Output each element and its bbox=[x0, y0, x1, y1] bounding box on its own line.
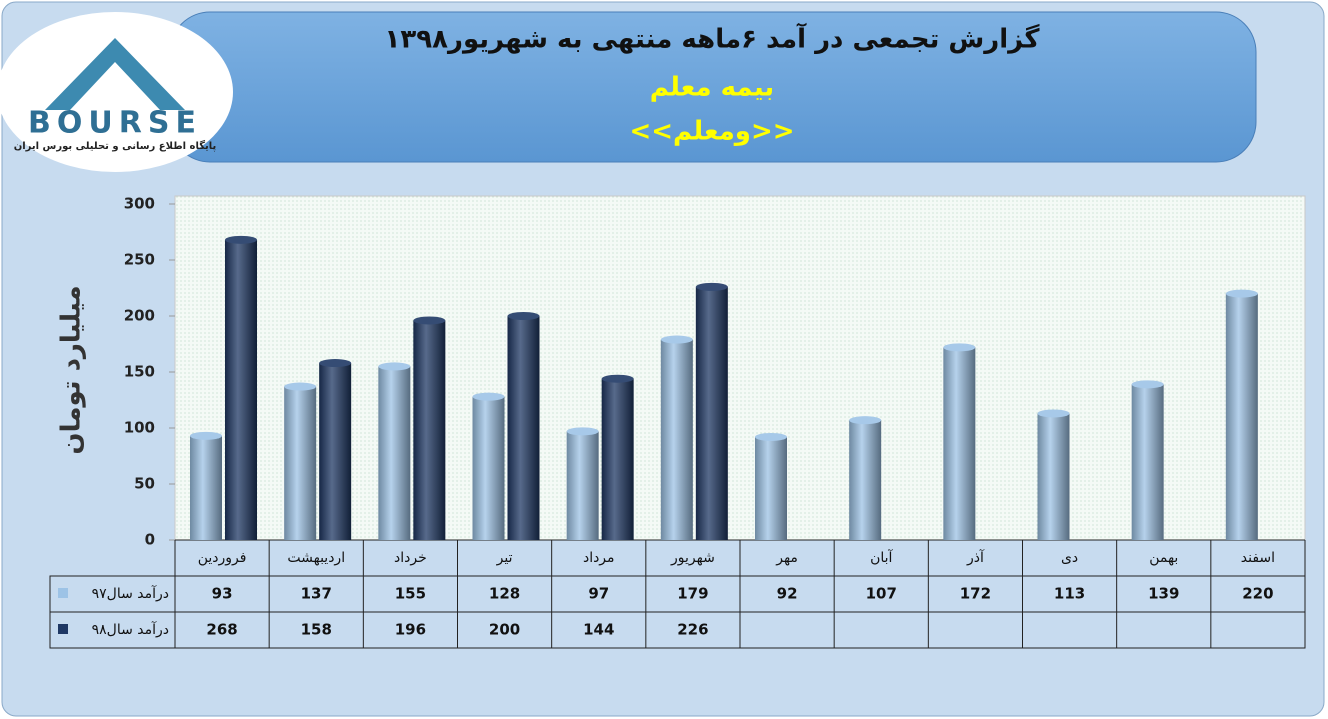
table-value: 220 bbox=[1242, 585, 1273, 603]
bar bbox=[849, 420, 882, 540]
chart-title: گزارش تجمعی در آمد ۶ماهه منتهی به شهریور… bbox=[385, 23, 1041, 55]
bar-cap bbox=[566, 427, 599, 436]
bar bbox=[190, 435, 222, 540]
bar-cap bbox=[1037, 409, 1070, 418]
y-tick-label: 100 bbox=[124, 419, 155, 437]
bar bbox=[660, 339, 693, 540]
table-value: 92 bbox=[777, 585, 798, 603]
bar-cap bbox=[472, 392, 505, 401]
bar-cap bbox=[190, 431, 222, 440]
bar bbox=[413, 320, 446, 540]
x-tick-label: مرداد bbox=[583, 550, 615, 566]
table-value: 158 bbox=[301, 621, 332, 639]
annotation: <<ومعلم>> bbox=[629, 117, 794, 147]
legend-label: درآمد سال۹۷ bbox=[92, 585, 169, 602]
legend-key bbox=[58, 588, 68, 598]
x-tick-label: اسفند bbox=[1241, 550, 1275, 566]
logo: BOURSE پایگاه اطلاع رسانی و تحلیلی بورس … bbox=[0, 12, 233, 172]
table-value: 196 bbox=[395, 621, 426, 639]
bar bbox=[284, 386, 317, 540]
bar-cap bbox=[849, 416, 882, 425]
table-value: 139 bbox=[1148, 585, 1179, 603]
table-value: 113 bbox=[1054, 585, 1085, 603]
bar-cap bbox=[413, 316, 446, 325]
bar-cap bbox=[755, 432, 787, 441]
x-tick-label: دی bbox=[1061, 550, 1078, 566]
x-tick-label: خرداد bbox=[394, 550, 427, 566]
bar-cap bbox=[695, 282, 728, 291]
table-value: 97 bbox=[588, 585, 609, 603]
x-tick-label: فروردین bbox=[198, 550, 247, 566]
bar-cap bbox=[225, 235, 257, 244]
x-tick-label: آبان bbox=[870, 549, 893, 566]
table-value: 93 bbox=[212, 585, 233, 603]
bar bbox=[943, 347, 976, 540]
y-tick-label: 200 bbox=[124, 307, 155, 325]
bar bbox=[225, 239, 257, 540]
bar bbox=[566, 431, 599, 540]
chart-subtitle: بیمه معلم bbox=[650, 73, 774, 103]
x-tick-label: اردیبهشت bbox=[287, 550, 345, 566]
bar bbox=[319, 363, 352, 540]
bar-cap bbox=[319, 359, 352, 368]
y-tick-label: 0 bbox=[145, 531, 155, 549]
logo-mark bbox=[45, 38, 185, 110]
table-value: 268 bbox=[206, 621, 237, 639]
x-tick-label: تیر bbox=[496, 550, 513, 566]
bar-cap bbox=[284, 382, 317, 391]
y-tick-label: 250 bbox=[124, 251, 155, 269]
bar bbox=[472, 396, 505, 540]
y-axis-label: میلیارد تومان bbox=[57, 285, 87, 454]
bar-cap bbox=[601, 374, 634, 383]
bar bbox=[1225, 293, 1258, 540]
logo-bg bbox=[0, 12, 233, 172]
bar-cap bbox=[660, 335, 693, 344]
bar bbox=[695, 286, 728, 540]
x-tick-label: شهریور bbox=[670, 550, 715, 566]
legend-label: درآمد سال۹۸ bbox=[92, 621, 169, 638]
bar bbox=[601, 378, 634, 540]
bar-cap bbox=[507, 312, 540, 320]
table-value: 155 bbox=[395, 585, 426, 603]
table-value: 144 bbox=[583, 621, 614, 639]
table-value: 128 bbox=[489, 585, 520, 603]
table-value: 107 bbox=[866, 585, 897, 603]
bar-cap bbox=[1225, 289, 1258, 298]
bar-cap bbox=[943, 343, 976, 352]
logo-tagline: پایگاه اطلاع رسانی و تحلیلی بورس ایران bbox=[14, 139, 217, 152]
bar bbox=[507, 316, 540, 540]
table-value: 179 bbox=[677, 585, 708, 603]
logo-text: BOURSE bbox=[28, 106, 202, 141]
bar bbox=[1131, 384, 1164, 540]
bar-cap bbox=[1131, 380, 1164, 389]
x-tick-label: مهر bbox=[775, 550, 798, 566]
x-tick-label: آذر bbox=[966, 549, 985, 566]
table-value: 226 bbox=[677, 621, 708, 639]
bar bbox=[378, 366, 411, 540]
bar bbox=[755, 436, 787, 540]
y-tick-label: 300 bbox=[124, 195, 155, 213]
bar-cap bbox=[378, 362, 411, 371]
y-tick-label: 50 bbox=[134, 475, 155, 493]
table-value: 200 bbox=[489, 621, 520, 639]
y-tick-label: 150 bbox=[124, 363, 155, 381]
x-tick-label: بهمن bbox=[1149, 550, 1178, 566]
table-value: 137 bbox=[301, 585, 332, 603]
bar bbox=[1037, 413, 1070, 540]
legend-key bbox=[58, 624, 68, 634]
table-value: 172 bbox=[960, 585, 991, 603]
